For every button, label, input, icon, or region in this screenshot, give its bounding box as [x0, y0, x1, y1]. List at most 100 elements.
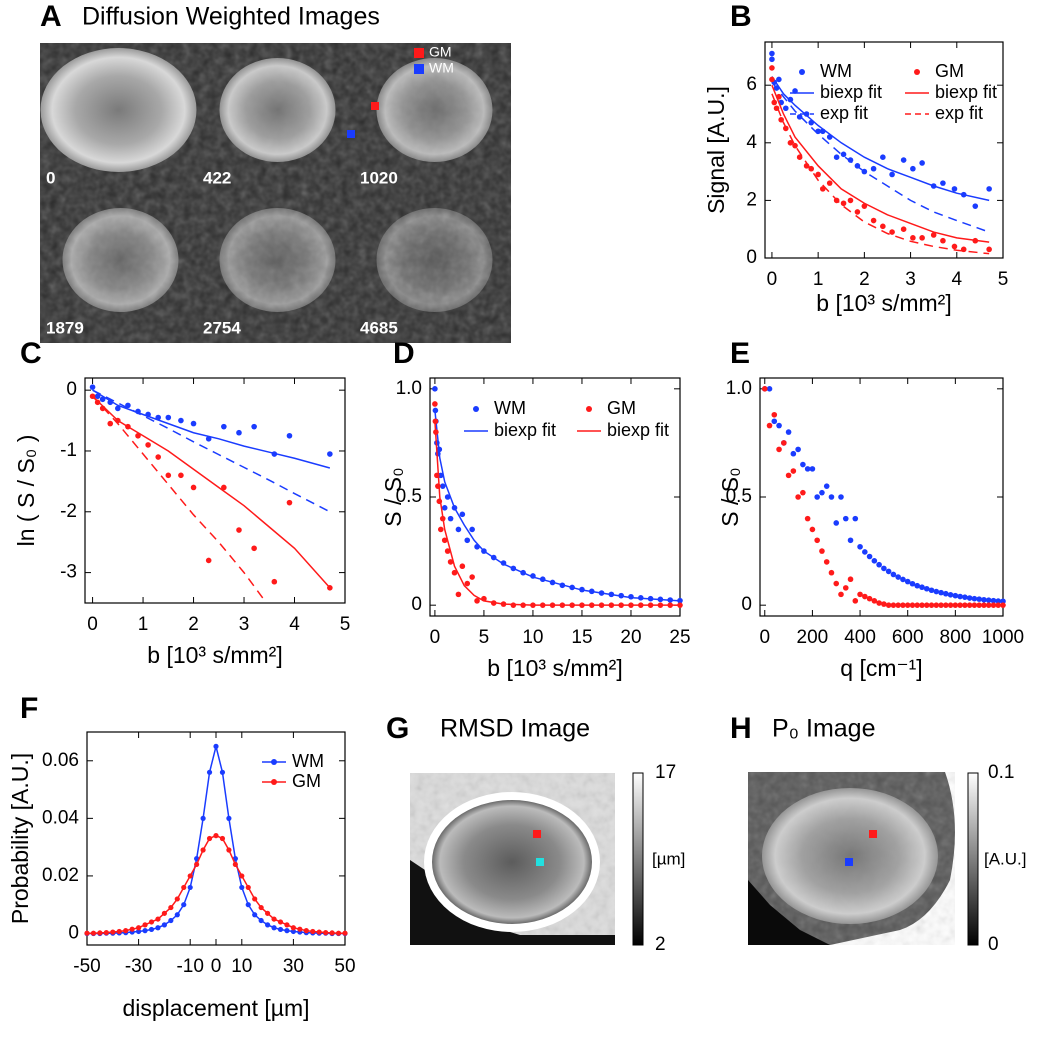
- image-dark-region: [748, 880, 830, 945]
- data-point: [335, 930, 342, 936]
- data-point: [938, 602, 944, 608]
- image-tissue: [376, 208, 493, 312]
- data-point: [148, 919, 155, 925]
- data-point: [165, 472, 172, 479]
- data-point: [785, 429, 792, 435]
- data-point: [947, 591, 954, 598]
- image-tissue: [219, 208, 336, 312]
- data-point: [251, 423, 257, 430]
- data-point: [200, 847, 206, 853]
- data-point: [881, 601, 887, 607]
- x-tick-label: 3: [239, 614, 250, 635]
- data-point: [290, 928, 296, 935]
- data-point: [857, 591, 863, 598]
- data-point: [985, 597, 992, 604]
- data-point: [866, 595, 873, 602]
- data-point: [232, 861, 238, 868]
- x-tick-label: 10: [231, 956, 252, 977]
- data-point: [236, 527, 242, 533]
- data-point: [795, 494, 801, 500]
- x-tick-label: 600: [892, 627, 924, 648]
- data-point: [168, 917, 174, 924]
- data-point: [933, 588, 940, 595]
- image-tissue: [432, 800, 592, 924]
- data-point: [833, 580, 840, 587]
- data-point: [889, 171, 895, 178]
- data-point: [976, 602, 982, 608]
- data-point: [800, 461, 806, 468]
- y-tick-label: 0: [411, 594, 422, 615]
- data-point: [265, 910, 271, 916]
- data-point: [194, 861, 200, 868]
- data-point: [814, 494, 820, 500]
- data-point: [219, 835, 226, 842]
- data-point: [316, 929, 322, 935]
- data-point: [1000, 602, 1006, 608]
- data-point: [914, 602, 921, 608]
- data-point: [258, 904, 264, 911]
- data-point: [966, 595, 973, 601]
- x-tick-label: 15: [571, 627, 592, 648]
- legend-marker: [271, 759, 277, 765]
- p0-image: [748, 772, 955, 945]
- data-point: [847, 197, 854, 204]
- x-axis-label: b [10³ s/mm²]: [816, 290, 951, 316]
- roi-marker: [536, 858, 544, 866]
- data-point: [940, 180, 946, 186]
- data-point: [800, 489, 806, 496]
- data-point: [819, 489, 825, 496]
- data-point: [914, 582, 921, 589]
- data-line: [771, 76, 990, 202]
- data-point: [909, 580, 916, 587]
- data-point: [432, 386, 438, 392]
- data-point: [245, 902, 251, 908]
- legend-swatch: [414, 48, 424, 58]
- data-point: [107, 420, 114, 427]
- data-point: [136, 928, 142, 935]
- data-point: [310, 928, 316, 935]
- x-tick-label: 200: [797, 627, 829, 648]
- data-point: [213, 743, 219, 749]
- data-point: [947, 602, 954, 608]
- data-point: [910, 235, 916, 241]
- data-line: [92, 395, 265, 601]
- data-point: [804, 515, 811, 522]
- data-point: [444, 494, 451, 500]
- x-tick-label: 0: [767, 269, 778, 290]
- data-point: [838, 494, 844, 500]
- colorbar: [632, 772, 644, 946]
- data-point: [952, 592, 959, 599]
- data-point: [885, 568, 892, 575]
- x-tick-label: 4: [289, 614, 300, 635]
- data-point: [769, 65, 775, 71]
- data-point: [297, 926, 303, 932]
- y-tick-label: -1: [60, 440, 77, 461]
- data-point: [852, 515, 859, 522]
- data-point: [833, 520, 840, 526]
- data-point: [136, 925, 142, 931]
- data-point: [928, 602, 935, 608]
- data-point: [876, 561, 882, 568]
- y-axis-label: Signal [A.U.]: [703, 86, 729, 214]
- data-point: [966, 602, 973, 608]
- data-point: [129, 926, 135, 932]
- data-point: [277, 926, 284, 933]
- data-line: [434, 421, 680, 606]
- data-point: [148, 926, 155, 933]
- data-point: [776, 446, 782, 453]
- data-point: [469, 526, 475, 533]
- data-point: [252, 896, 258, 902]
- data-point: [271, 578, 278, 585]
- data-point: [455, 526, 462, 533]
- data-point: [761, 386, 768, 392]
- roi-marker: [533, 830, 541, 838]
- data-point: [187, 884, 193, 891]
- tile-label: 2754: [203, 318, 241, 337]
- data-point: [923, 585, 930, 592]
- x-tick-label: 2: [859, 269, 870, 290]
- data-point: [258, 917, 264, 924]
- data-point: [870, 165, 877, 172]
- data-point: [437, 526, 444, 533]
- x-tick-label: -30: [125, 956, 152, 977]
